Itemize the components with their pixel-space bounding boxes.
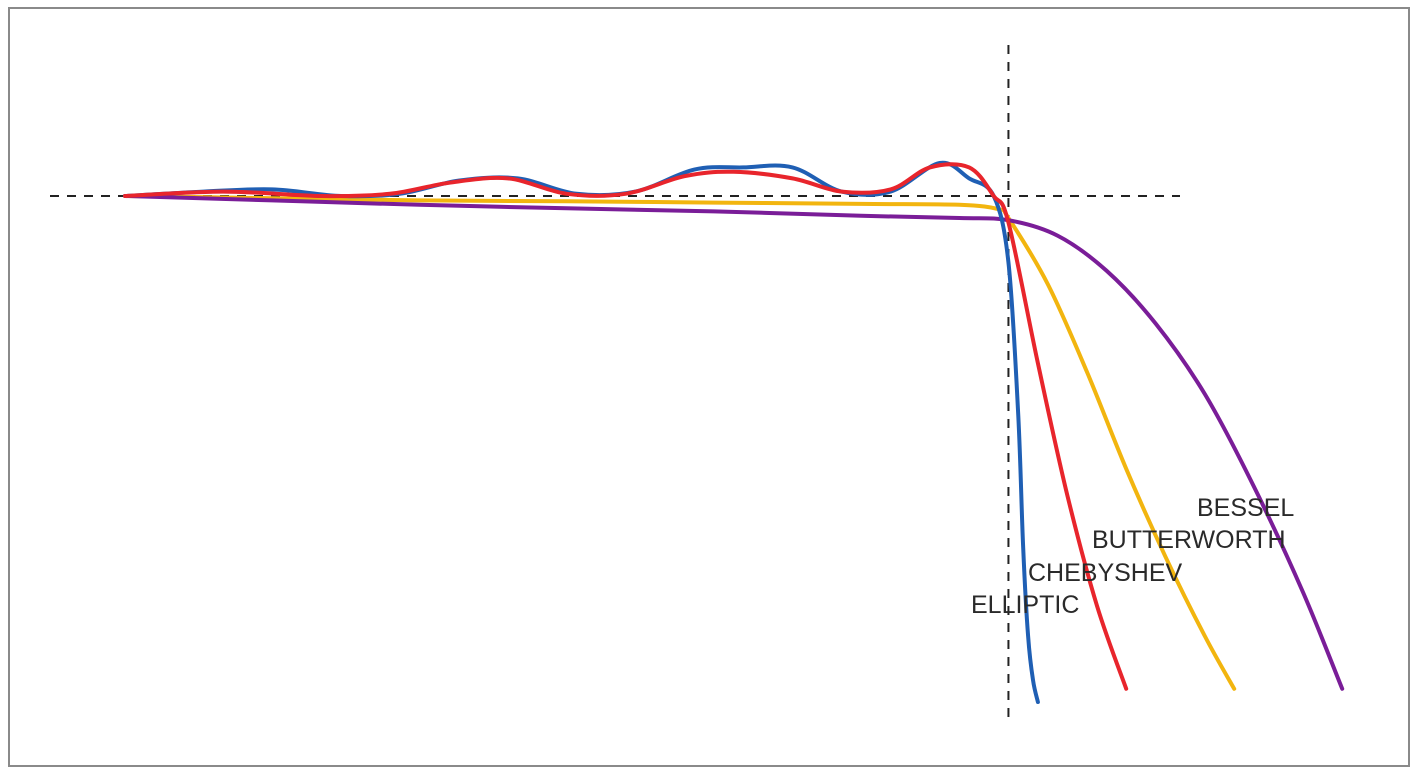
- series-line-bessel: [123, 194, 1345, 691]
- series-line-elliptic: [123, 160, 1040, 704]
- series-line-chebyshev: [123, 162, 1129, 691]
- series-label-elliptic: ELLIPTIC: [971, 591, 1079, 619]
- series-label-chebyshev: CHEBYSHEV: [1028, 559, 1183, 587]
- series-layer: [123, 160, 1345, 704]
- series-labels: BESSEL BUTTERWORTH CHEBYSHEV ELLIPTIC: [971, 494, 1294, 619]
- series-label-butterworth: BUTTERWORTH: [1092, 526, 1286, 554]
- series-line-butterworth: [123, 194, 1237, 691]
- series-label-bessel: BESSEL: [1197, 494, 1294, 522]
- chart-frame: [8, 7, 1410, 767]
